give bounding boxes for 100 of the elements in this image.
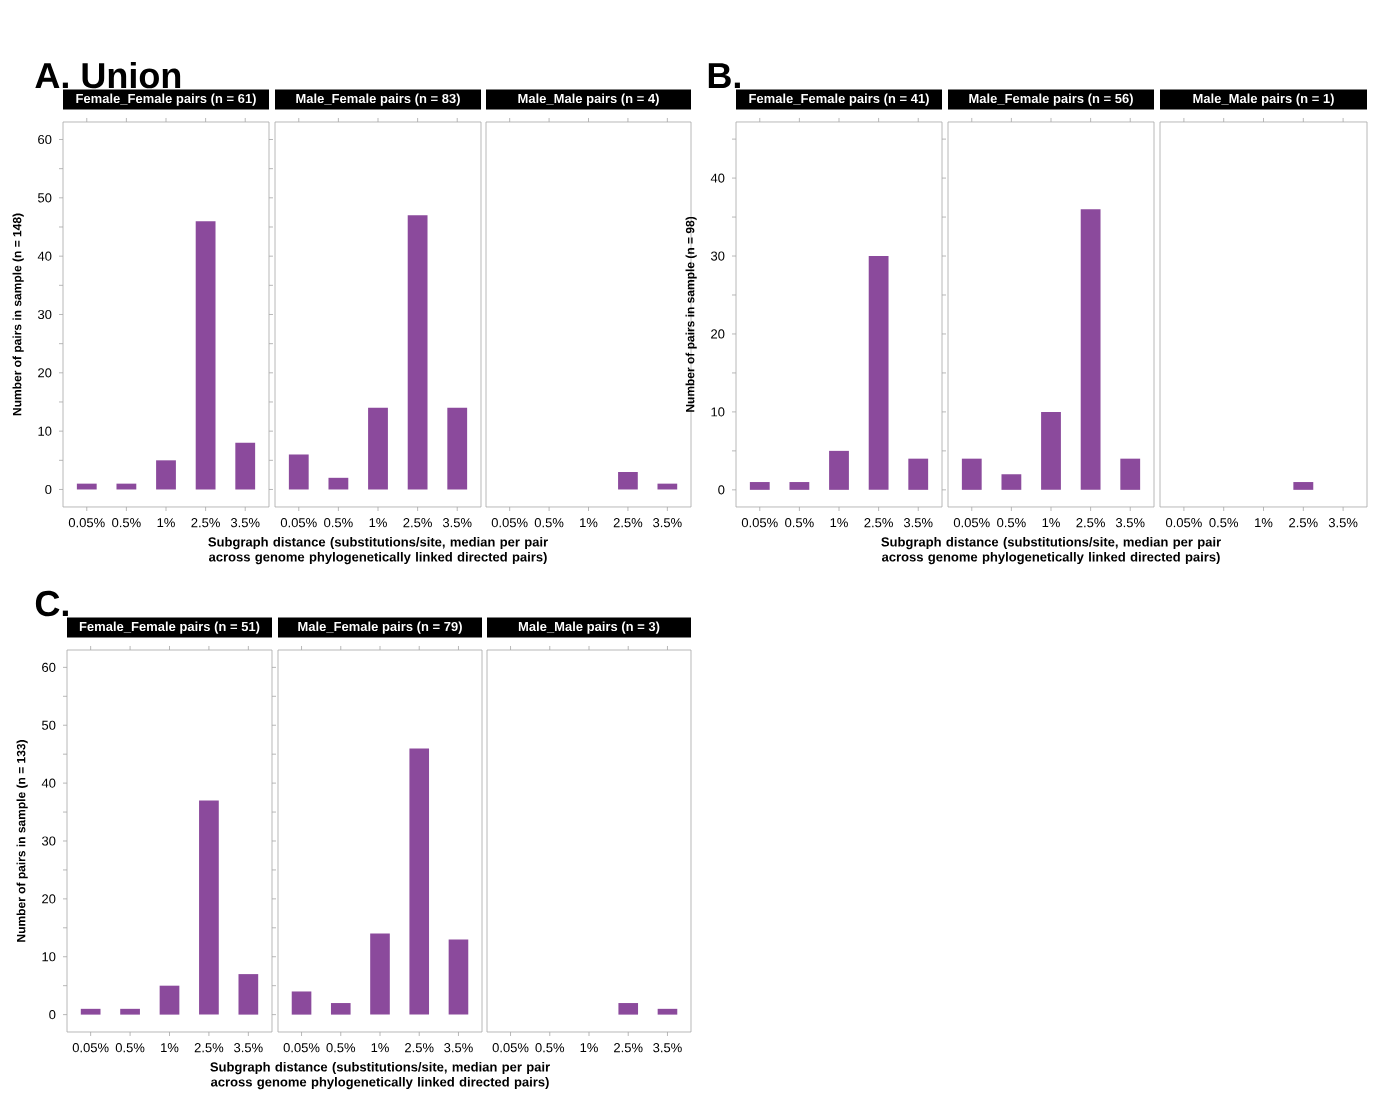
y-tick-label: 20 — [711, 329, 725, 339]
x-axis-title: Subgraph distance (substitutions/site, median per pair across genome phylogenetically linked directed pairs) — [881, 537, 1221, 565]
x-tick-label: 2.5% — [864, 518, 893, 528]
bar — [288, 454, 309, 490]
x-tick-label: 0.05% — [492, 1043, 529, 1053]
x-tick-label: 0.05% — [491, 518, 528, 528]
bar — [370, 933, 390, 1015]
bar — [961, 458, 982, 490]
x-tick-label: 0.05% — [953, 518, 990, 528]
x-tick-label: 0.5% — [112, 518, 141, 528]
y-tick-label: 30 — [37, 309, 52, 320]
x-tick-label: 0.5% — [535, 1043, 565, 1053]
x-axis-title: Subgraph distance (substitutions/site, median per pair across genome phylogenetically linked directed pairs) — [208, 537, 548, 565]
y-tick-label: 10 — [38, 426, 52, 436]
y-axis-title: Number of pairs in sample (n = 148) — [12, 213, 24, 416]
bar — [1041, 411, 1061, 490]
x-tick-label: 0.5% — [785, 518, 814, 528]
x-tick-label: 1% — [1255, 518, 1273, 528]
chart-title: C. — [35, 590, 68, 617]
chart-subtitle: Female_Female pairs (n = 51) — [79, 621, 260, 634]
chart-subtitle: Female_Female pairs (n = 61) — [76, 93, 256, 106]
x-tick-label: 0.5% — [326, 1043, 356, 1053]
x-tick-label: 2.5% — [614, 1043, 643, 1053]
x-tick-label: 3.5% — [442, 518, 472, 528]
chart-subtitle: Male_Male pairs (n = 1) — [1193, 93, 1334, 106]
x-tick-label: 1% — [1042, 518, 1060, 528]
bar — [330, 1003, 351, 1015]
x-tick-label: 3.5% — [903, 518, 933, 528]
x-tick-label: 0.05% — [741, 518, 778, 528]
x-tick-label: 3.5% — [230, 518, 260, 528]
bar — [120, 1008, 140, 1015]
y-tick-label: 10 — [42, 952, 56, 962]
x-tick-label: 1% — [161, 1043, 179, 1053]
x-tick-label: 3.5% — [234, 1043, 263, 1053]
bar — [1120, 458, 1141, 490]
x-tick-label: 0.5% — [997, 518, 1026, 528]
x-tick-label: 2.5% — [613, 518, 643, 528]
x-tick-label: 3.5% — [1115, 518, 1145, 528]
x-tick-label: 2.5% — [405, 1043, 434, 1053]
bar — [368, 407, 388, 490]
x-tick-label: 0.05% — [72, 1043, 109, 1053]
chart-subtitle: Female_Female pairs (n = 41) — [749, 93, 929, 106]
bar — [409, 748, 430, 1015]
x-tick-label: 2.5% — [1289, 518, 1318, 528]
bar — [238, 974, 259, 1015]
x-tick-label: 1% — [830, 518, 848, 528]
x-tick-label: 1% — [157, 518, 175, 528]
x-tick-label: 0.05% — [280, 518, 317, 528]
y-tick-label: 40 — [41, 778, 56, 788]
chart-subtitle: Male_Female pairs (n = 56) — [969, 93, 1133, 106]
x-tick-label: 1% — [580, 518, 598, 528]
y-tick-label: 20 — [38, 368, 52, 378]
bar — [80, 1008, 101, 1015]
y-tick-label: 30 — [710, 251, 725, 261]
y-tick-label: 0 — [49, 1010, 56, 1020]
x-tick-label: 0.05% — [68, 518, 105, 528]
x-tick-label: 2.5% — [194, 1043, 224, 1053]
y-tick-label: 10 — [711, 407, 725, 417]
bar — [291, 991, 312, 1015]
y-tick-label: 30 — [41, 836, 56, 846]
x-tick-label: 1% — [580, 1043, 598, 1053]
bar — [868, 256, 889, 490]
chart-subtitle: Male_Female pairs (n = 79) — [298, 621, 462, 634]
bar — [328, 477, 349, 490]
chart-title: A. Union — [35, 61, 181, 89]
x-tick-label: 0.5% — [115, 1043, 145, 1053]
bar — [908, 458, 929, 490]
y-tick-label: 0 — [45, 484, 52, 495]
x-tick-label: 3.5% — [653, 1043, 682, 1053]
bar — [195, 221, 216, 490]
chart-subtitle: Male_Female pairs (n = 83) — [296, 93, 460, 106]
x-tick-label: 2.5% — [403, 518, 432, 528]
bar — [199, 800, 219, 1015]
y-tick-label: 40 — [37, 251, 52, 261]
bar — [407, 215, 428, 490]
x-tick-label: 0.5% — [1209, 518, 1239, 528]
x-tick-label: 0.5% — [324, 518, 353, 528]
x-tick-label: 0.05% — [283, 1043, 320, 1053]
x-tick-label: 3.5% — [444, 1043, 473, 1053]
x-axis-title: Subgraph distance (substitutions/site, median per pair across genome phylogenetically linked directed pairs) — [210, 1062, 550, 1090]
chart-subtitle: Male_Male pairs (n = 3) — [518, 621, 660, 634]
x-tick-label: 1% — [369, 518, 387, 528]
y-tick-label: 50 — [42, 720, 56, 730]
x-tick-label: 2.5% — [1076, 518, 1105, 528]
x-tick-label: 0.05% — [1165, 518, 1202, 528]
bar — [235, 442, 256, 490]
bar — [448, 939, 469, 1015]
bar — [789, 482, 810, 490]
x-tick-label: 3.5% — [1328, 518, 1358, 528]
bar — [829, 450, 849, 490]
y-tick-label: 60 — [38, 134, 52, 145]
bar — [447, 407, 468, 490]
y-tick-label: 60 — [42, 662, 56, 672]
y-axis-title: Number of pairs in sample (n = 98) — [685, 216, 697, 412]
y-tick-label: 20 — [42, 894, 56, 904]
y-axis-title: Number of pairs in sample (n = 133) — [16, 740, 28, 942]
y-tick-label: 0 — [718, 485, 725, 495]
x-tick-label: 2.5% — [191, 518, 220, 528]
y-tick-label: 50 — [38, 193, 52, 203]
bar — [749, 482, 770, 490]
